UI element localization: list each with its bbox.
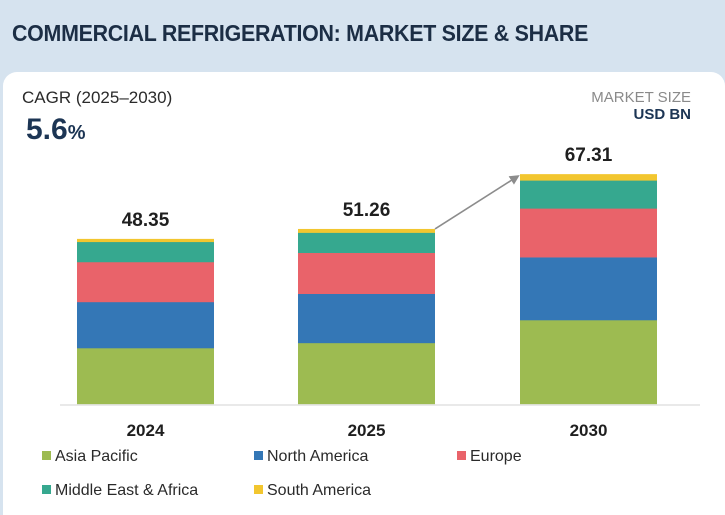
- bar-segment-asia-pacific-2030: [520, 319, 657, 405]
- legend-swatch: [42, 451, 51, 460]
- bar-segment-europe-2025: [298, 252, 435, 294]
- legend-swatch: [42, 485, 51, 494]
- legend-label: Europe: [470, 448, 522, 465]
- market-size-label: MARKET SIZE: [591, 89, 691, 106]
- legend-swatch: [254, 485, 263, 494]
- cagr-label: CAGR (2025–2030): [22, 88, 173, 107]
- bars-group: [77, 174, 657, 405]
- x-tick-label-2030: 2030: [570, 421, 608, 440]
- total-label-2025: 51.26: [343, 200, 391, 221]
- legend-item-asia-pacific: Asia Pacific: [42, 448, 138, 466]
- bar-segment-middle-east-africa-2024: [77, 241, 214, 263]
- bar-segment-north-america-2025: [298, 293, 435, 344]
- legend-item-south-america: South America: [254, 482, 371, 500]
- legend-swatch: [457, 451, 466, 460]
- bar-segment-europe-2030: [520, 208, 657, 258]
- legend-swatch: [254, 451, 263, 460]
- total-label-2030: 67.31: [565, 145, 613, 166]
- total-labels: 48.35 51.26 67.31: [122, 145, 613, 231]
- legend-label: North America: [267, 448, 369, 465]
- legend-label: Asia Pacific: [55, 448, 138, 465]
- legend-item-north-america: North America: [254, 448, 368, 466]
- growth-arrow: [434, 175, 520, 230]
- legend-label: South America: [267, 482, 372, 499]
- legend-item-middle-east-africa: Middle East & Africa: [42, 482, 198, 500]
- bar-segment-asia-pacific-2025: [298, 342, 435, 405]
- bar-segment-south-america-2030: [520, 174, 657, 181]
- cagr-number: 5.6: [26, 113, 68, 146]
- bar-segment-south-america-2024: [77, 238, 214, 243]
- total-label-2024: 48.35: [122, 210, 170, 231]
- cagr-unit: %: [67, 122, 86, 144]
- legend-item-europe: Europe: [457, 448, 522, 466]
- bar-segment-middle-east-africa-2025: [298, 232, 435, 254]
- x-tick-labels: 2024 2025 2030: [127, 421, 608, 440]
- x-tick-label-2024: 2024: [127, 421, 165, 440]
- bar-segment-middle-east-africa-2030: [520, 180, 657, 209]
- cagr-value: 5.6%: [26, 113, 86, 147]
- bar-segment-asia-pacific-2024: [77, 347, 214, 405]
- bar-segment-europe-2024: [77, 261, 214, 303]
- market-size-unit: USD BN: [633, 106, 691, 123]
- bar-segment-south-america-2025: [298, 228, 435, 233]
- x-tick-label-2025: 2025: [348, 421, 386, 440]
- bar-segment-north-america-2024: [77, 301, 214, 349]
- page-title: COMMERCIAL REFRIGERATION: MARKET SIZE & …: [12, 20, 589, 46]
- bar-segment-north-america-2030: [520, 257, 657, 321]
- legend-label: Middle East & Africa: [55, 482, 199, 499]
